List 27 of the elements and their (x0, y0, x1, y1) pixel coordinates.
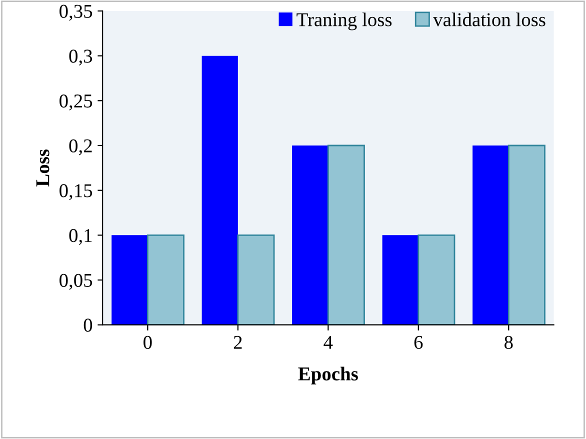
y-tick-label: 0,05 (60, 274, 92, 290)
y-tick-label: 0,2 (69, 139, 92, 156)
legend-label: Traning loss (296, 12, 392, 30)
y-tick-label: 0,25 (60, 94, 92, 110)
bar (508, 144, 546, 325)
x-tick-label: 6 (414, 336, 423, 349)
bar (237, 234, 275, 325)
bar (472, 145, 509, 325)
bar (418, 234, 456, 325)
y-tick-label: 0,1 (69, 228, 92, 245)
y-axis-title: Loss (36, 149, 50, 186)
bar (327, 144, 365, 325)
x-tick-label: 2 (234, 336, 242, 349)
x-tick-label: 4 (324, 336, 333, 349)
legend-label: validation loss (433, 12, 546, 26)
bar (202, 56, 238, 325)
bar (292, 145, 328, 325)
x-axis-title: Epochs (298, 366, 358, 384)
bar (146, 234, 184, 325)
bar (382, 235, 418, 325)
bar (112, 235, 148, 325)
y-tick-label: 0,15 (60, 184, 92, 200)
y-tick-label: 0 (84, 318, 92, 332)
x-tick-label: 0 (144, 336, 152, 349)
y-tick-label: 0,35 (60, 4, 92, 21)
x-tick-label: 8 (504, 336, 513, 349)
y-tick-label: 0,3 (69, 50, 92, 66)
